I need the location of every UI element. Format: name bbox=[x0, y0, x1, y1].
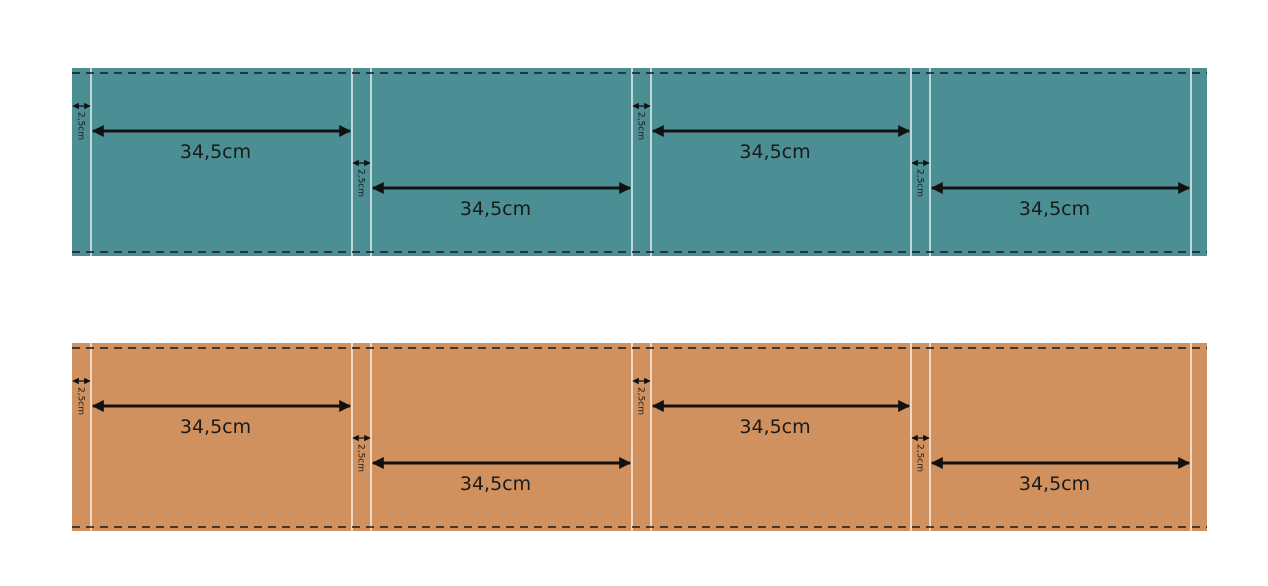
strip-background bbox=[72, 343, 1207, 531]
gap-label: 2,5cm bbox=[915, 444, 925, 472]
teal-strip: 34,5cm 2,5cm 34,5cm 2,5cm 34,5cm 2,5cm 34,5cm 2… bbox=[72, 68, 1207, 256]
width-label: 34,5cm bbox=[739, 416, 810, 438]
width-label: 34,5cm bbox=[180, 416, 251, 438]
gap-label: 2,5cm bbox=[76, 112, 86, 140]
strip-background bbox=[72, 68, 1207, 256]
gap-label: 2,5cm bbox=[356, 169, 366, 197]
orange-strip: 34,5cm 2,5cm 34,5cm 2,5cm 34,5cm 2,5cm 34,5cm 2… bbox=[72, 343, 1207, 531]
gap-label: 2,5cm bbox=[915, 169, 925, 197]
width-label: 34,5cm bbox=[1019, 473, 1090, 495]
gap-label: 2,5cm bbox=[636, 387, 646, 415]
gap-label: 2,5cm bbox=[636, 112, 646, 140]
width-label: 34,5cm bbox=[460, 198, 531, 220]
width-label: 34,5cm bbox=[180, 141, 251, 163]
gap-label: 2,5cm bbox=[356, 444, 366, 472]
gap-label: 2,5cm bbox=[76, 387, 86, 415]
width-label: 34,5cm bbox=[1019, 198, 1090, 220]
width-label: 34,5cm bbox=[460, 473, 531, 495]
width-label: 34,5cm bbox=[739, 141, 810, 163]
